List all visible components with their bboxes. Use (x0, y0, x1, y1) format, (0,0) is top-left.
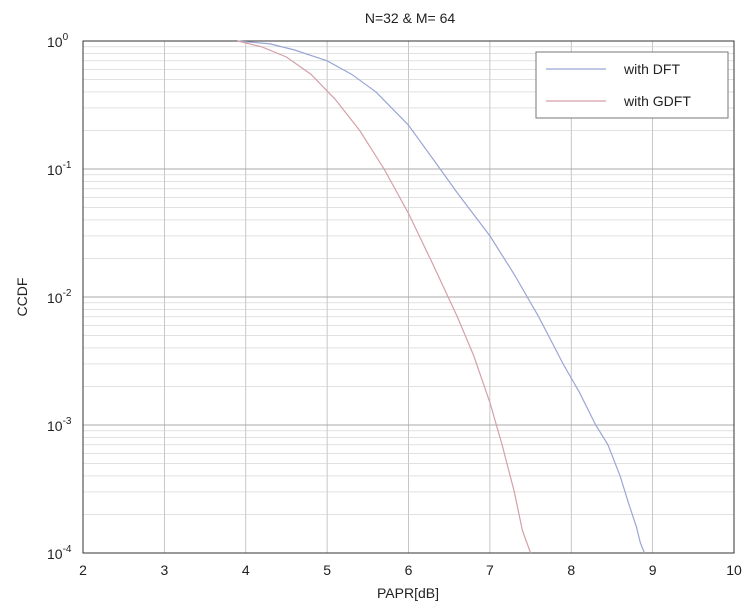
x-tick-label: 2 (79, 562, 87, 578)
x-tick-label: 4 (242, 562, 250, 578)
x-tick-label: 9 (649, 562, 657, 578)
chart-title: N=32 & M= 64 (365, 10, 455, 26)
legend-label-with-gdft: with GDFT (623, 93, 691, 109)
y-tick-label: 10-3 (47, 416, 72, 434)
x-axis-label: PAPR[dB] (377, 585, 439, 601)
y-tick-label: 10-1 (47, 160, 72, 178)
legend-box (535, 51, 729, 119)
y-axis-label: CCDF (14, 278, 30, 317)
series-line-with-dft (237, 40, 646, 554)
x-tick-label: 5 (323, 562, 331, 578)
x-tick-label: 10 (726, 562, 742, 578)
x-tick-label: 8 (567, 562, 575, 578)
series-line-with-gdft (237, 40, 532, 554)
series-lines (237, 40, 646, 554)
y-tick-label: 100 (47, 32, 69, 50)
x-tick-label: 3 (160, 562, 168, 578)
y-tick-label: 10-2 (47, 288, 72, 306)
x-tick-label: 6 (405, 562, 413, 578)
plot-area-frame (82, 40, 735, 554)
y-tick-label: 10-4 (47, 544, 72, 562)
legend-label-with-dft: with DFT (623, 61, 680, 77)
tick-labels: 2 3 4 5 6 7 8 9 10 100 10-1 10-2 10-3 10-4 (47, 32, 742, 578)
x-tick-label: 7 (486, 562, 494, 578)
legend: with DFT with GDFT (535, 51, 729, 119)
